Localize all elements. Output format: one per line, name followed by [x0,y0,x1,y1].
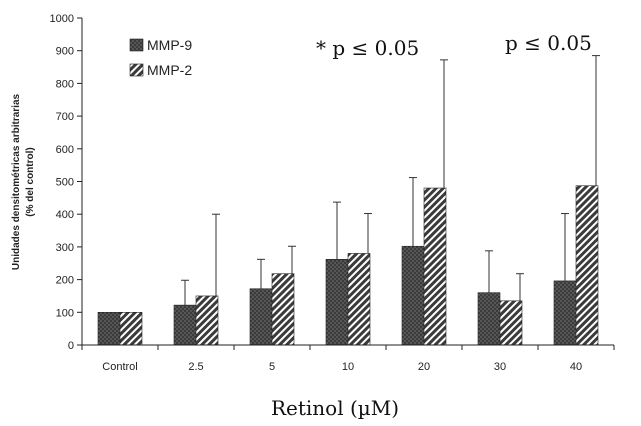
x-axis: Control 2.5 5 10 20 30 40 [81,344,615,373]
bar-mmp-2 [271,273,295,346]
x-tick-label: 30 [494,361,506,373]
bar-mmp-2 [195,295,219,346]
bar-mmp-9 [477,292,501,346]
x-tick-label: 10 [342,361,354,373]
y-tick-label: 600 [56,144,74,156]
legend-swatch-mmp2 [129,63,144,77]
bar-mmp-9 [553,280,577,346]
bar-mmp-9 [249,288,273,346]
legend-label-mmp9: MMP-9 [147,37,192,53]
bar-mmp-9 [173,304,197,346]
y-axis-label-line1: Unidades densitométricas arbitrarias [11,93,22,270]
y-tick-label: 0 [68,340,74,352]
x-tick-label: 2.5 [188,361,203,373]
x-tick-label: 20 [418,361,430,373]
legend: MMP-9 MMP-2 [129,37,192,78]
x-axis-label: Retinol (µM) [271,396,399,420]
bars [97,55,600,346]
bar-mmp-9 [401,245,425,346]
y-axis: 0 100 200 300 400 500 600 700 800 900 1000 [50,13,83,352]
x-tick-label: 40 [570,361,582,373]
annotation-significance-1: * p ≤ 0.05 [316,36,419,60]
bar-mmp-2 [347,253,371,346]
x-tick-label: 5 [269,361,275,373]
y-tick-label: 1000 [50,13,74,25]
y-tick-label: 400 [56,209,74,221]
y-tick-label: 700 [56,111,74,123]
annotation-significance-2: p ≤ 0.05 [505,31,592,55]
bar-mmp-9 [325,259,349,346]
y-tick-label: 800 [56,78,74,90]
legend-label-mmp2: MMP-2 [147,62,192,78]
bar-mmp-2 [119,311,143,346]
y-tick-label: 200 [56,275,74,287]
y-tick-label: 100 [56,307,74,319]
y-tick-label: 900 [56,46,74,58]
legend-swatch-mmp9 [129,38,144,52]
x-tick-label: Control [102,361,137,373]
y-tick-label: 500 [56,177,74,189]
bar-mmp-2 [575,185,599,346]
y-axis-label-line2: (% del control) [25,147,36,216]
bar-mmp-9 [97,311,121,346]
bar-mmp-2 [499,300,523,346]
y-tick-label: 300 [56,242,74,254]
bar-mmp-2 [423,187,447,346]
